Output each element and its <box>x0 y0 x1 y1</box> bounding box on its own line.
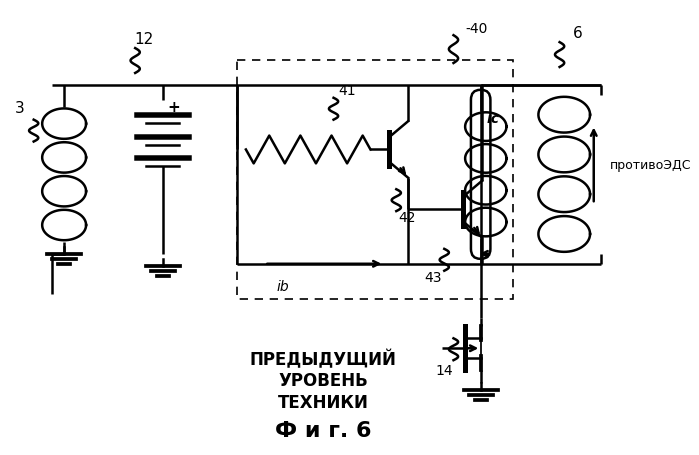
Text: -40: -40 <box>466 22 488 36</box>
Text: +: + <box>168 100 180 115</box>
Text: ib: ib <box>277 279 289 293</box>
Text: 14: 14 <box>435 364 453 377</box>
Text: Ф и г. 6: Ф и г. 6 <box>275 420 372 440</box>
Text: 42: 42 <box>398 211 416 225</box>
Text: 43: 43 <box>424 270 442 284</box>
Text: ic: ic <box>487 111 500 126</box>
Text: 41: 41 <box>338 84 356 98</box>
Text: 12: 12 <box>135 31 154 46</box>
Bar <box>237 61 514 299</box>
Text: УРОВЕНЬ: УРОВЕНЬ <box>278 371 368 389</box>
Text: ТЕХНИКИ: ТЕХНИКИ <box>278 393 369 411</box>
Text: ПРЕДЫДУЩИЙ: ПРЕДЫДУЩИЙ <box>250 349 397 368</box>
Text: 6: 6 <box>573 25 583 40</box>
Text: противоЭДС: противоЭДС <box>610 158 692 172</box>
Text: 3: 3 <box>15 101 24 116</box>
